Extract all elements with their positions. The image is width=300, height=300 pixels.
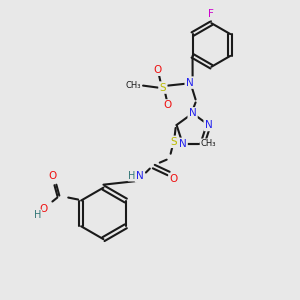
Text: N: N xyxy=(205,120,212,130)
Text: CH₃: CH₃ xyxy=(126,81,141,90)
Text: N: N xyxy=(179,139,187,149)
Text: O: O xyxy=(39,204,48,214)
Text: O: O xyxy=(154,65,162,75)
Text: N: N xyxy=(189,108,196,118)
Text: N: N xyxy=(136,172,144,182)
Text: O: O xyxy=(169,175,178,184)
Text: O: O xyxy=(164,100,172,110)
Text: H: H xyxy=(128,170,136,181)
Text: F: F xyxy=(208,9,214,19)
Text: O: O xyxy=(48,171,56,181)
Text: S: S xyxy=(170,137,177,147)
Text: CH₃: CH₃ xyxy=(200,139,216,148)
Text: N: N xyxy=(186,78,194,88)
Text: H: H xyxy=(34,210,41,220)
Text: S: S xyxy=(160,82,166,93)
